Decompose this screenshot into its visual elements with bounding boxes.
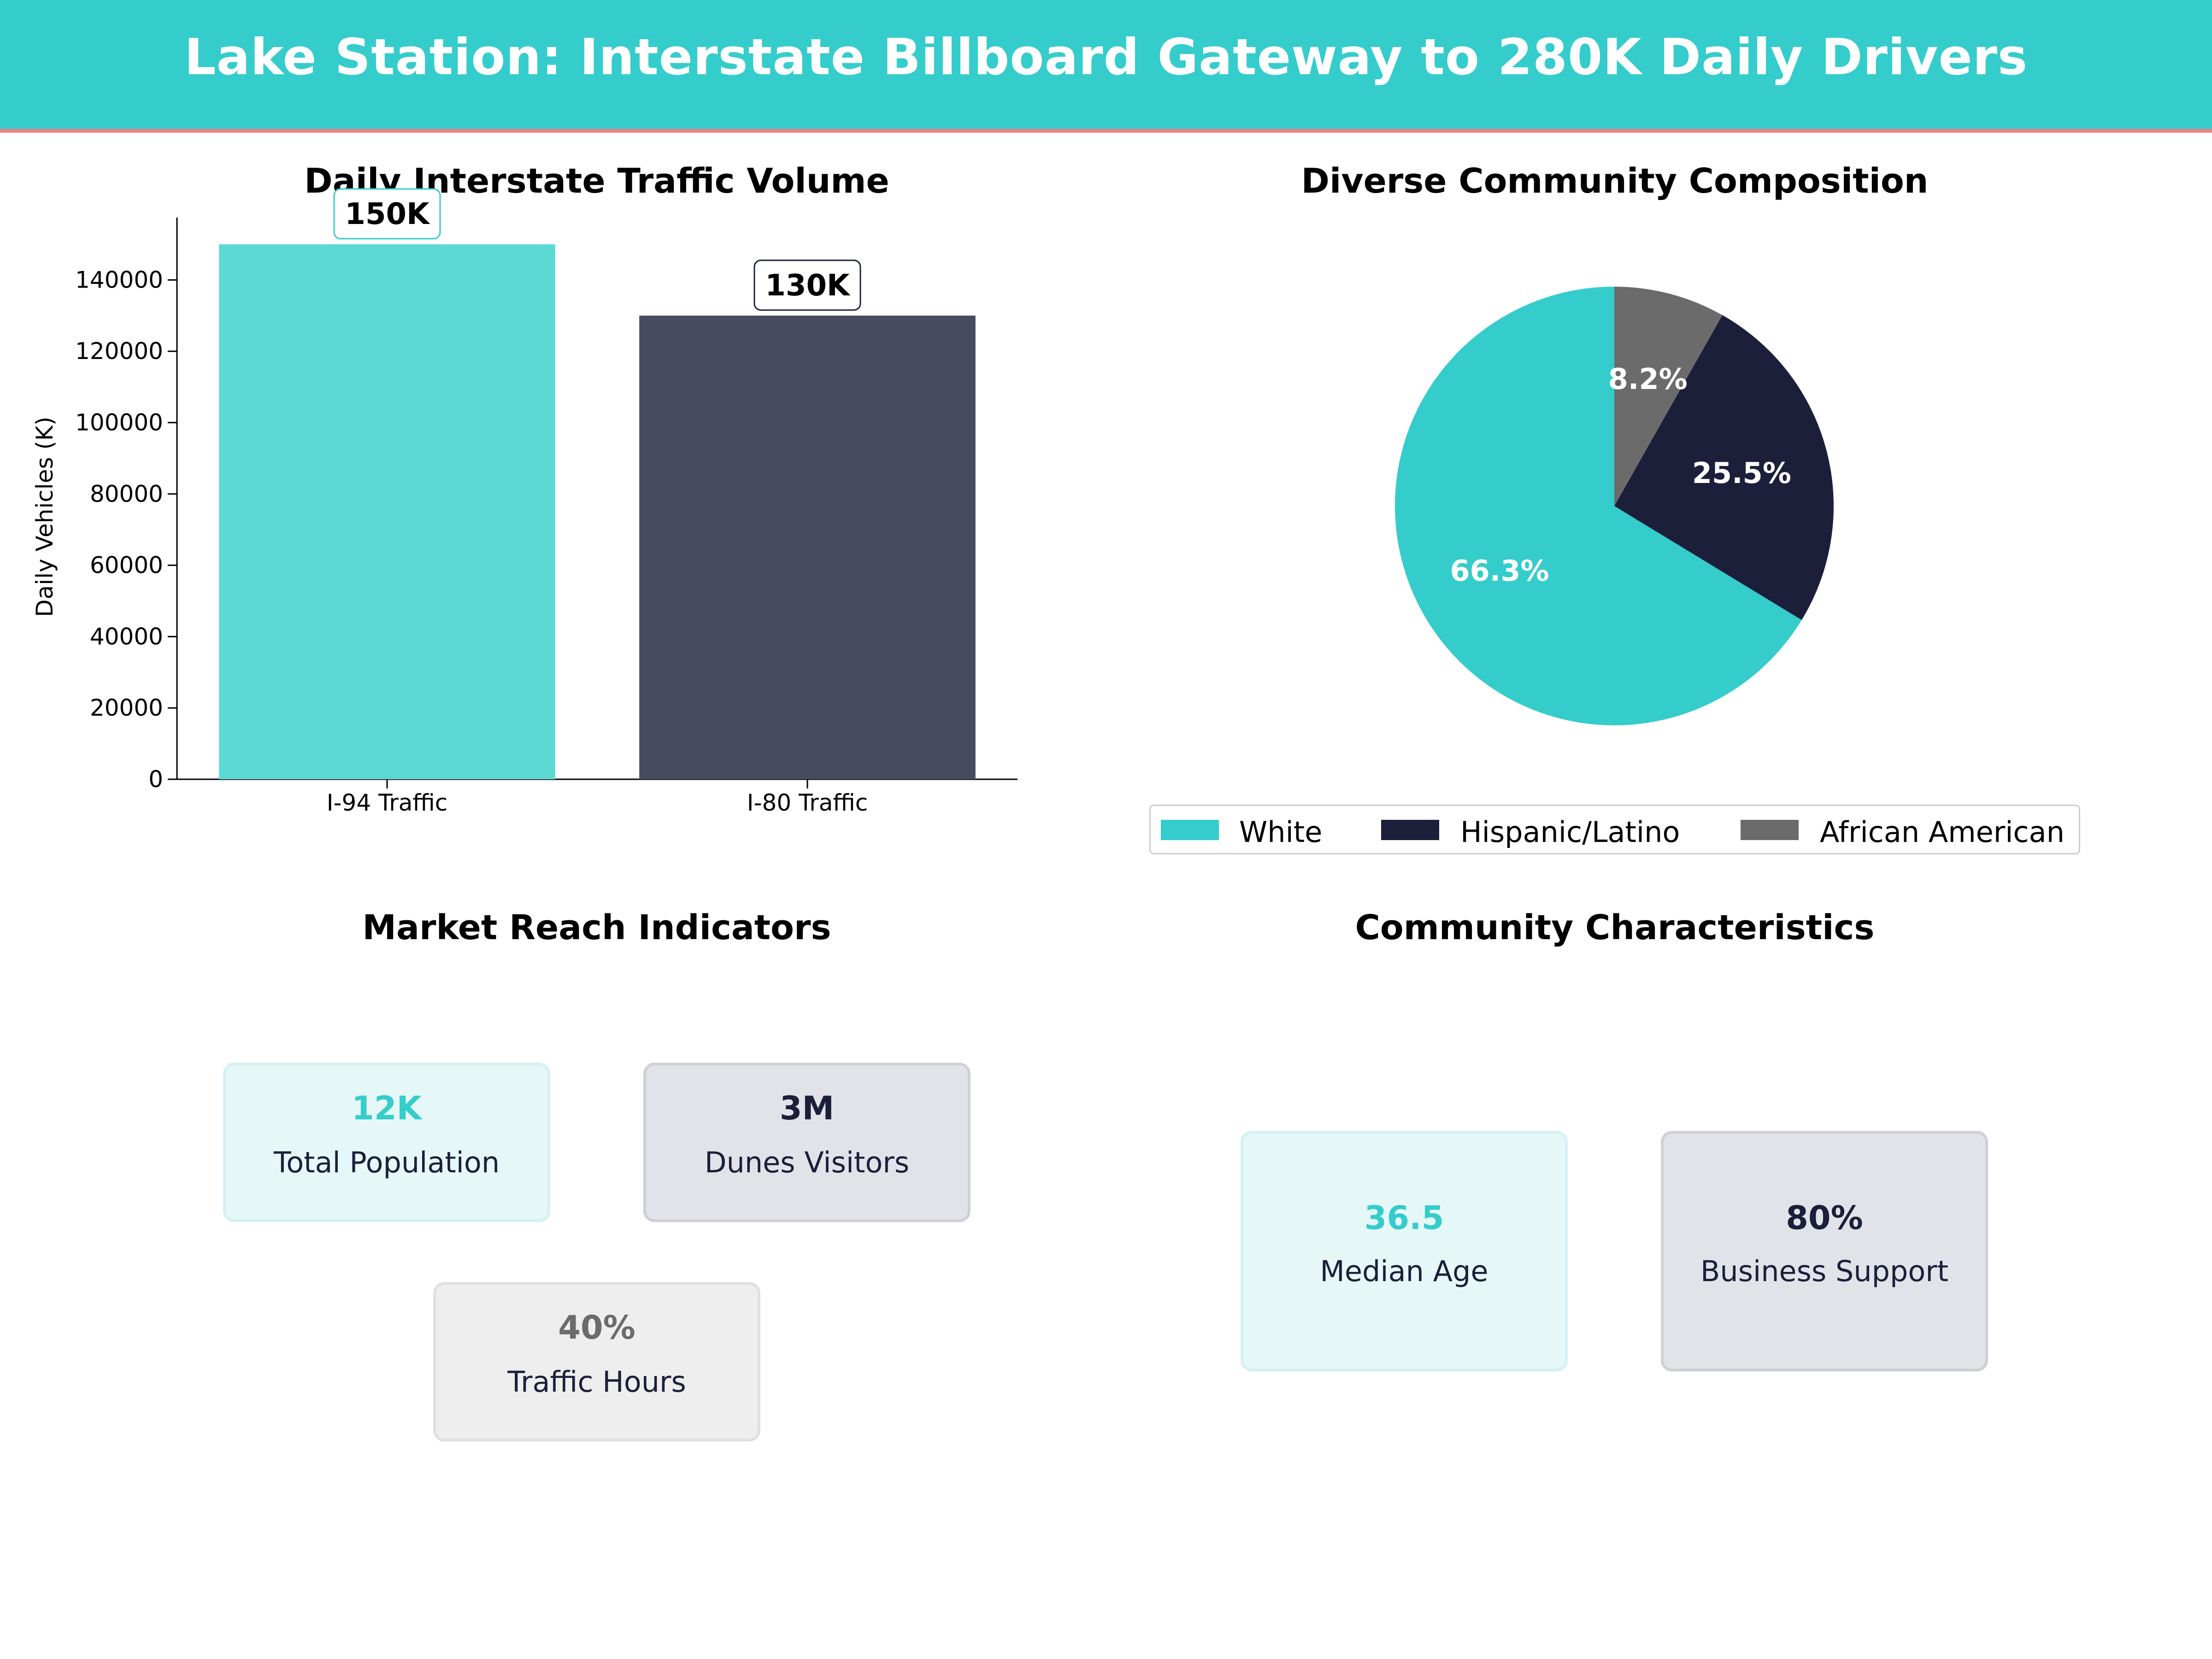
header-banner: Lake Station: Interstate Billboard Gatew… [0, 0, 2212, 133]
card-value: 3M [779, 1089, 835, 1127]
card-dunes-visitors: 3M Dunes Visitors [643, 1063, 971, 1222]
y-tick-label: 40000 [90, 623, 163, 650]
y-tick-label: 120000 [75, 338, 163, 365]
card-business-support: 80% Business Support [1661, 1131, 1988, 1371]
data-label-box [333, 188, 441, 240]
y-tick-label: 100000 [75, 409, 163, 436]
legend-label-white: White [1239, 815, 1323, 849]
data-label: 150K [345, 197, 430, 231]
card-value: 36.5 [1364, 1199, 1444, 1237]
page-title: Lake Station: Interstate Billboard Gatew… [184, 29, 2028, 86]
pie-slice [1614, 287, 1723, 506]
card-label: Median Age [1320, 1254, 1488, 1288]
bar [219, 244, 555, 779]
card-total-population: 12K Total Population [223, 1063, 550, 1222]
card-value: 12K [352, 1089, 422, 1127]
pie-legend: White Hispanic/Latino African American [1149, 805, 2080, 854]
legend-swatch-white [1161, 820, 1219, 840]
y-tick-label: 60000 [90, 552, 163, 579]
y-axis-label: Daily Vehicles (K) [31, 417, 58, 617]
pie-slice-label: 25.5% [1692, 456, 1791, 490]
card-value: 80% [1786, 1199, 1863, 1237]
y-tick-label: 80000 [90, 481, 163, 507]
card-label: Traffic Hours [507, 1365, 686, 1399]
pie-slice [1614, 315, 1834, 620]
x-tick-label: I-94 Traffic [327, 789, 448, 816]
y-tick-label: 20000 [90, 694, 163, 721]
community-title: Community Characteristics [1355, 908, 1875, 947]
card-label: Dunes Visitors [704, 1146, 910, 1179]
card-traffic-hours: 40% Traffic Hours [433, 1282, 760, 1441]
data-label: 130K [765, 269, 851, 303]
pie-chart-title: Diverse Community Composition [1301, 161, 1929, 201]
data-label-box [753, 259, 861, 311]
bar [639, 315, 976, 779]
card-median-age: 36.5 Median Age [1241, 1131, 1568, 1371]
card-label: Total Population [273, 1146, 500, 1179]
pie-slice [1395, 287, 1802, 725]
legend-label-hispanic: Hispanic/Latino [1460, 815, 1680, 849]
legend-label-african-american: African American [1820, 815, 2065, 849]
legend-swatch-hispanic [1381, 820, 1439, 840]
x-tick-label: I-80 Traffic [747, 789, 868, 816]
market-reach-title: Market Reach Indicators [362, 908, 831, 947]
card-label: Business Support [1700, 1254, 1949, 1288]
pie-slice-label: 66.3% [1450, 554, 1549, 588]
pie-slice-label: 8.2% [1608, 362, 1688, 396]
y-tick-label: 0 [148, 766, 163, 793]
legend-swatch-african-american [1741, 820, 1799, 840]
y-tick-label: 140000 [75, 266, 163, 293]
card-value: 40% [558, 1309, 635, 1347]
